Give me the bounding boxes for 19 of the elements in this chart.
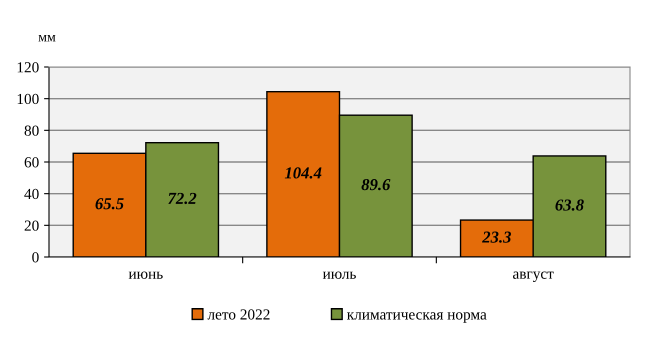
data-label: 72.2	[168, 192, 196, 204]
data-label: 63.8	[555, 199, 584, 211]
x-tick-label: август	[513, 271, 554, 282]
y-tick-label: 0	[32, 252, 39, 262]
data-label: 89.6	[362, 178, 390, 190]
y-tick-label: 20	[24, 220, 39, 231]
x-tick-label: июль	[322, 272, 356, 279]
data-label: 65.5	[96, 198, 124, 210]
data-label: 23.3	[482, 232, 511, 243]
y-tick-label: 120	[18, 62, 39, 72]
y-tick-label: 80	[24, 125, 39, 136]
y-axis-title: мм	[38, 34, 56, 42]
y-tick-label: 60	[24, 157, 39, 168]
x-tick-label: июнь	[128, 272, 163, 279]
legend-label: лето 2022	[208, 309, 270, 320]
y-tick-label: 100	[18, 94, 39, 104]
legend-label: климатическая норма	[347, 312, 487, 323]
y-tick-label: 40	[24, 188, 39, 200]
data-label: 104.4	[284, 167, 322, 179]
